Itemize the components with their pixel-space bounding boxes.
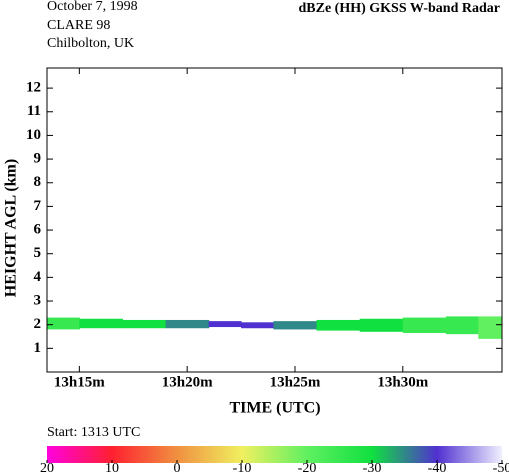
- y-tick-label: 1: [34, 340, 42, 356]
- echo-cell: [122, 319, 167, 329]
- echo-cell: [316, 319, 361, 331]
- colorbar-tick-label: 0: [174, 461, 181, 476]
- y-tick-label: 4: [34, 269, 42, 285]
- echo-cell: [79, 318, 123, 329]
- echo-cell: [208, 321, 242, 328]
- y-tick-label: 9: [34, 151, 42, 167]
- echo-cell: [241, 322, 274, 329]
- start-label: Start: 1313 UTC: [47, 425, 140, 440]
- y-tick-label: 7: [34, 198, 42, 214]
- plot-frame: [46, 67, 503, 373]
- y-tick-label: 5: [34, 245, 42, 261]
- echo-cell: [165, 319, 210, 329]
- y-tick-label: 3: [34, 292, 42, 308]
- colorbar-tick-label: 20: [40, 461, 54, 476]
- y-tick-label: 10: [26, 127, 41, 143]
- colorbar-tick-label: 10: [105, 461, 119, 476]
- echo-cell: [478, 316, 503, 339]
- header-line: October 7, 1998: [47, 0, 138, 14]
- y-tick-label: 8: [34, 174, 42, 190]
- echo-cell: [273, 321, 318, 330]
- header-line: Chilbolton, UK: [47, 36, 134, 51]
- colorbar-tick-label: -10: [233, 461, 252, 476]
- x-tick-label: 13h20m: [162, 374, 213, 390]
- colorbar-tick-label: -50: [493, 461, 509, 476]
- colorbar-tick-label: -40: [428, 461, 447, 476]
- colorbar-tick-label: -20: [298, 461, 317, 476]
- echo-cell: [359, 318, 404, 332]
- echo-cell: [47, 317, 80, 330]
- echo-cell: [402, 317, 447, 333]
- y-axis-label: HEIGHT AGL (km): [3, 159, 20, 297]
- colorbar-tick-label: -30: [363, 461, 382, 476]
- x-tick-label: 13h25m: [270, 374, 321, 390]
- header-line: CLARE 98: [47, 18, 110, 33]
- x-axis-label: TIME (UTC): [229, 400, 320, 417]
- colorbar: [47, 446, 502, 463]
- y-tick-label: 2: [34, 316, 42, 332]
- echo-cell: [445, 316, 479, 335]
- x-tick-label: 13h30m: [377, 374, 428, 390]
- y-tick-label: 12: [26, 80, 41, 96]
- chart-title: dBZe (HH) GKSS W-band Radar: [299, 1, 501, 16]
- y-tick-label: 11: [27, 103, 41, 119]
- y-tick-label: 6: [34, 221, 42, 237]
- x-tick-label: 13h15m: [54, 374, 105, 390]
